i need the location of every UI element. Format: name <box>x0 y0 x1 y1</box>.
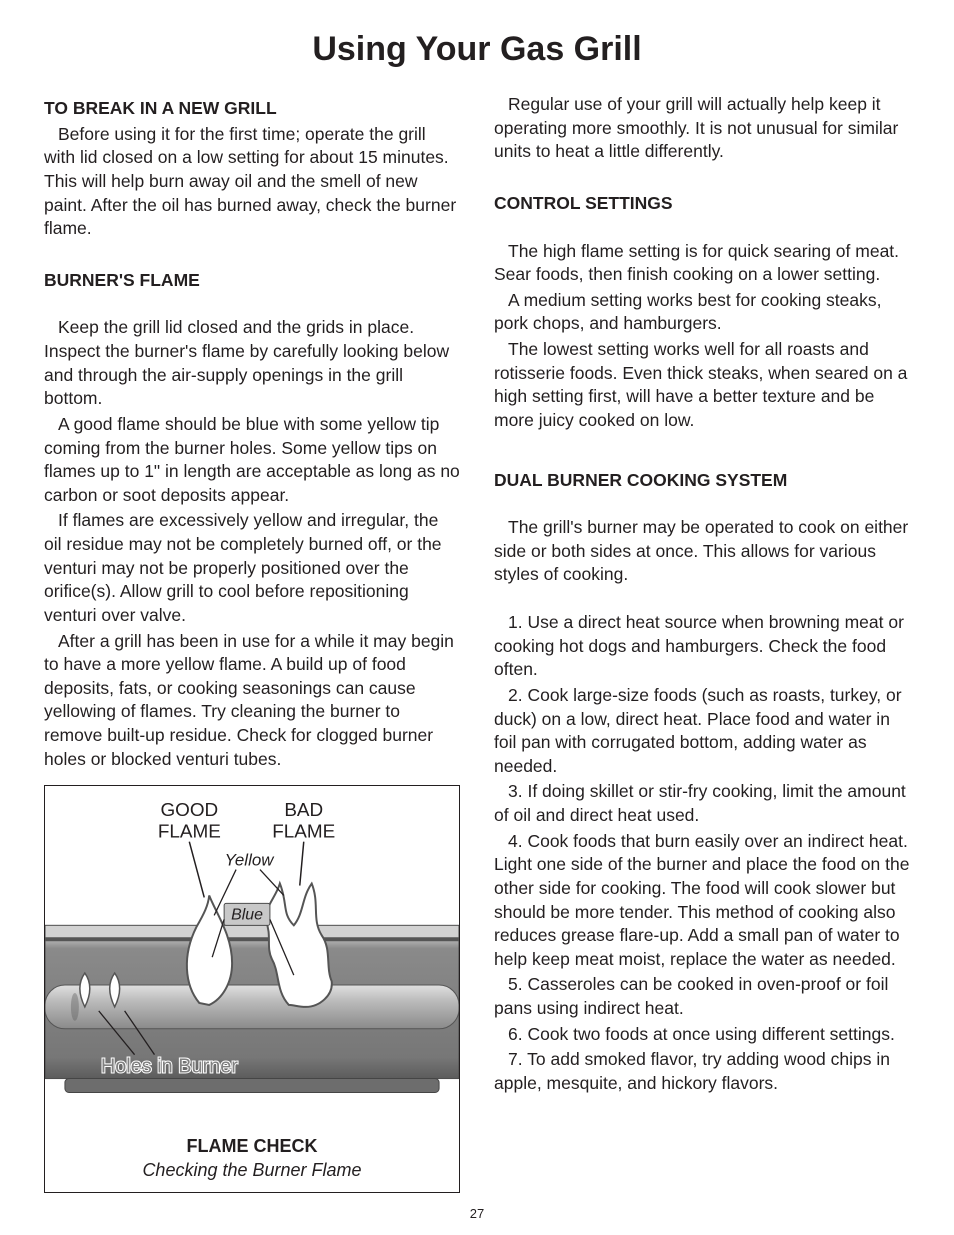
left-column: TO BREAK IN A NEW GRILL Before using it … <box>44 91 460 1193</box>
figure-caption: FLAME CHECK Checking the Burner Flame <box>45 1134 459 1183</box>
para-r2: The high flame setting is for quick sear… <box>494 240 910 287</box>
label-bad2: FLAME <box>272 822 335 843</box>
label-bad: BAD <box>284 800 323 821</box>
para-r11: 6. Cook two foods at once using differen… <box>494 1023 910 1047</box>
para-r8: 3. If doing skillet or stir-fry cooking,… <box>494 780 910 827</box>
label-yellow: Yellow <box>225 851 276 870</box>
page-title: Using Your Gas Grill <box>44 30 910 69</box>
heading-dual-burner: DUAL BURNER COOKING SYSTEM <box>494 469 910 493</box>
para-r10: 5. Casseroles can be cooked in oven-proo… <box>494 973 910 1020</box>
figure-flame-check: GOOD FLAME BAD FLAME Yellow Blue Holes i… <box>44 785 460 1193</box>
heading-control-settings: CONTROL SETTINGS <box>494 192 910 216</box>
heading-break-in: TO BREAK IN A NEW GRILL <box>44 97 460 121</box>
para-r1: Regular use of your grill will actually … <box>494 93 910 164</box>
flame-diagram-svg: GOOD FLAME BAD FLAME Yellow Blue Holes i… <box>45 786 459 1192</box>
heading-burners-flame: BURNER'S FLAME <box>44 269 460 293</box>
para-r9: 4. Cook foods that burn easily over an i… <box>494 830 910 972</box>
para-bf-4: After a grill has been in use for a whil… <box>44 630 460 772</box>
para-bf-2: A good flame should be blue with some ye… <box>44 413 460 508</box>
para-r12: 7. To add smoked flavor, try adding wood… <box>494 1048 910 1095</box>
page-number: 27 <box>0 1206 954 1221</box>
para-r6: 1. Use a direct heat source when brownin… <box>494 611 910 682</box>
para-break-in: Before using it for the first time; oper… <box>44 123 460 241</box>
para-bf-1: Keep the grill lid closed and the grids … <box>44 316 460 411</box>
para-r7: 2. Cook large-size foods (such as roasts… <box>494 684 910 779</box>
figure-caption-title: FLAME CHECK <box>45 1134 459 1158</box>
para-r3: A medium setting works best for cooking … <box>494 289 910 336</box>
para-r5: The grill's burner may be operated to co… <box>494 516 910 587</box>
columns: TO BREAK IN A NEW GRILL Before using it … <box>44 91 910 1193</box>
figure-caption-sub: Checking the Burner Flame <box>45 1158 459 1182</box>
label-holes: Holes in Burner <box>101 1056 238 1078</box>
right-column: Regular use of your grill will actually … <box>494 91 910 1193</box>
para-r4: The lowest setting works well for all ro… <box>494 338 910 433</box>
para-bf-3: If flames are excessively yellow and irr… <box>44 509 460 627</box>
label-good2: FLAME <box>158 822 221 843</box>
label-blue: Blue <box>231 907 263 924</box>
label-good: GOOD <box>160 800 218 821</box>
